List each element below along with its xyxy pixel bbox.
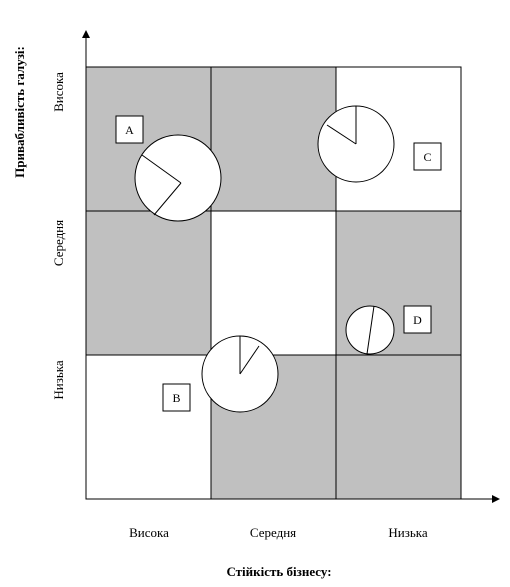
svg-text:B: B — [172, 391, 180, 405]
cell-r1-c1 — [210, 210, 337, 356]
business-circle-d — [345, 305, 395, 355]
x-level-low: Низька — [388, 525, 428, 540]
y-level-medium: Середня — [51, 220, 66, 266]
business-circle-c — [317, 105, 395, 183]
cell-r1-c0 — [85, 210, 212, 356]
svg-text:C: C — [423, 150, 431, 164]
business-circle-a — [134, 134, 222, 222]
business-circle-b — [201, 335, 279, 413]
cell-r2-c0 — [85, 354, 212, 500]
x-level-high: Висока — [129, 525, 169, 540]
business-label-c: C — [413, 142, 442, 171]
y-level-low: Низька — [51, 360, 66, 400]
business-label-b: B — [162, 383, 191, 412]
x-level-medium: Середня — [250, 525, 296, 540]
y-axis-title: Привабливість галузі: — [12, 46, 27, 178]
business-label-a: A — [115, 115, 144, 144]
cell-r0-c1 — [210, 66, 337, 212]
x-axis-title: Стійкість бізнесу: — [226, 564, 331, 579]
svg-text:A: A — [125, 123, 134, 137]
business-label-d: D — [403, 305, 432, 334]
svg-text:D: D — [413, 313, 422, 327]
cell-r2-c2 — [335, 354, 462, 500]
y-level-high: Висока — [51, 72, 66, 112]
